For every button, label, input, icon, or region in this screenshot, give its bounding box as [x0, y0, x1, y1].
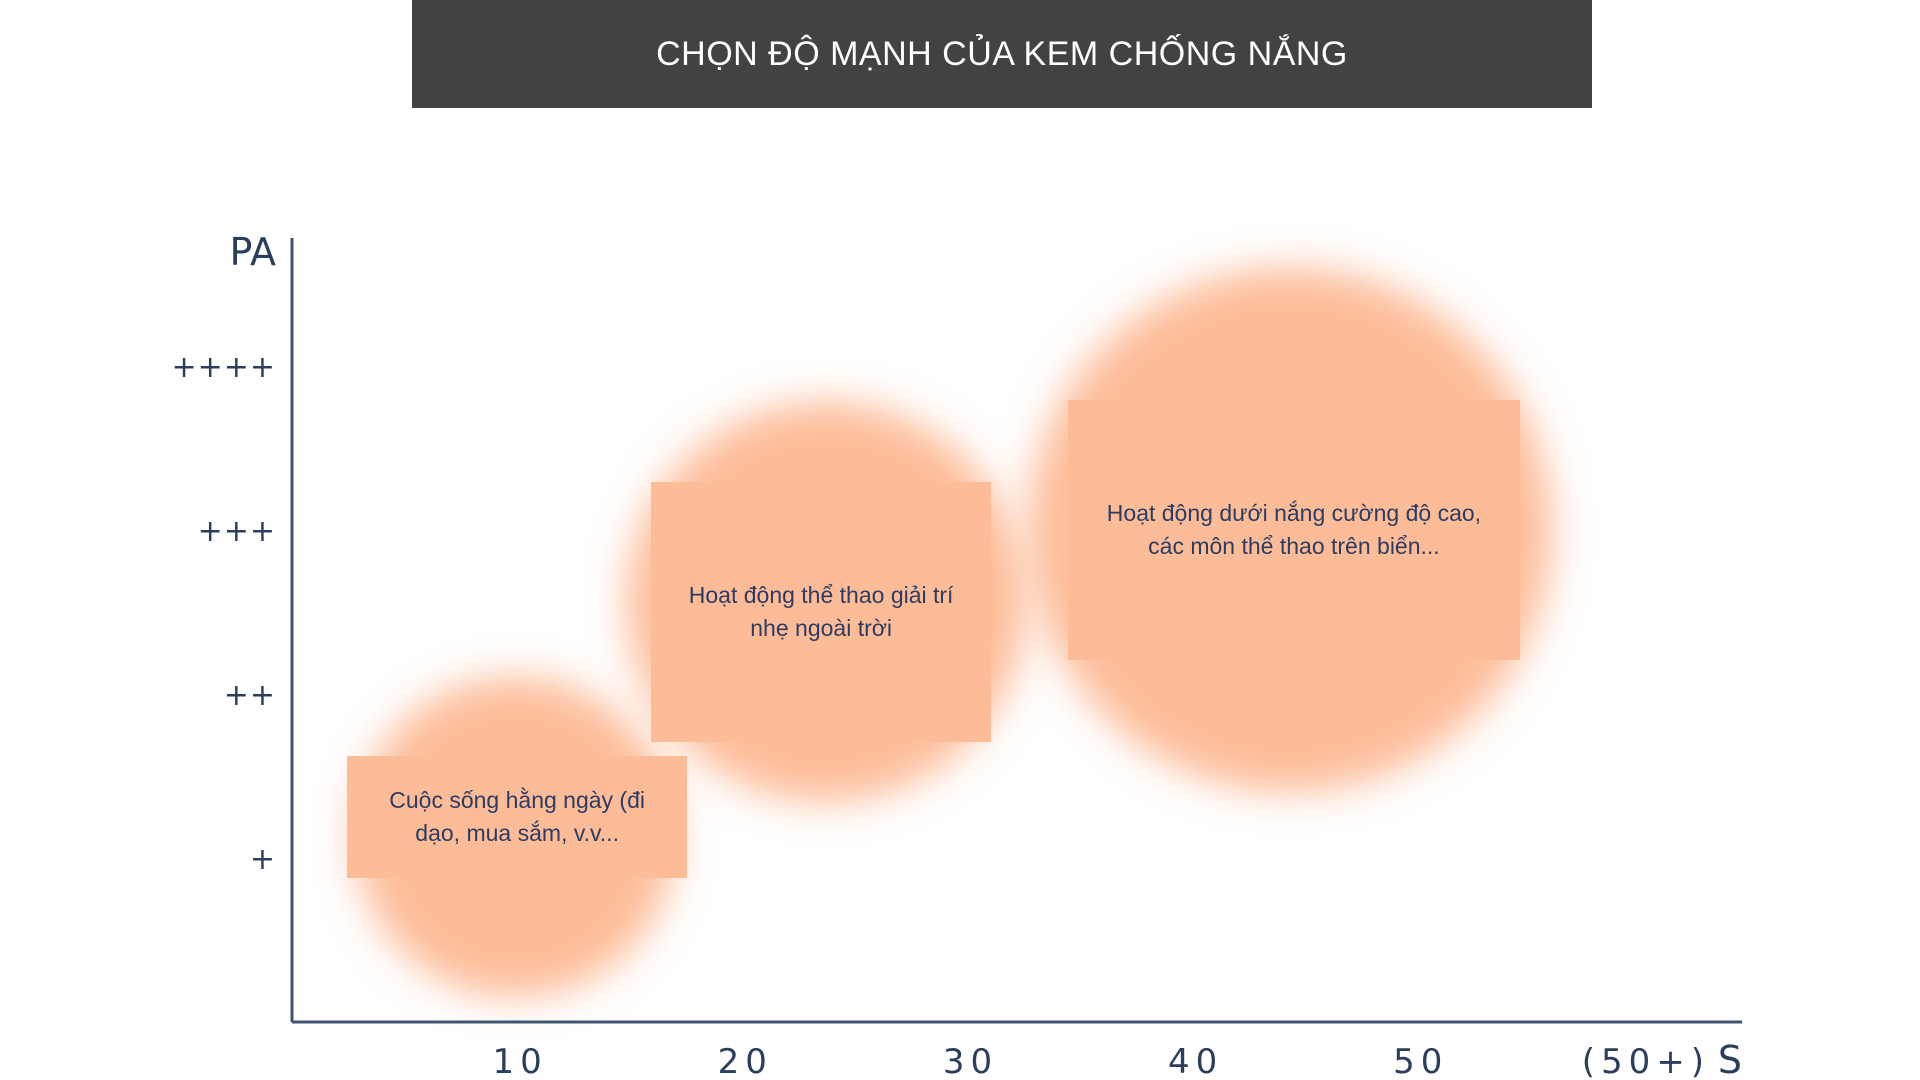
y-axis-label: PA: [230, 230, 276, 274]
y-tick-label: +: [250, 842, 276, 877]
x-axis-label: S: [1718, 1038, 1742, 1080]
x-tick-label: 40: [1168, 1042, 1223, 1080]
x-tick-label: 30: [943, 1042, 998, 1080]
y-tick-labels: ++++++++++: [171, 350, 276, 877]
x-tick-labels: 10 20 30 40 50 (50+): [493, 1042, 1710, 1080]
y-tick-label: +++: [198, 514, 276, 549]
title-bar: CHỌN ĐỘ MẠNH CỦA KEM CHỐNG NẮNG: [412, 0, 1592, 108]
x-tick-label: (50+): [1582, 1042, 1710, 1080]
chart-title: CHỌN ĐỘ MẠNH CỦA KEM CHỐNG NẮNG: [656, 34, 1348, 73]
bubble-label-box: Hoạt động dưới nắng cường độ cao, các mô…: [1067, 400, 1520, 660]
bubble-label-text: Hoạt động thể thao giải trí nhẹ ngoài tr…: [688, 582, 954, 641]
y-tick-label: ++++: [171, 350, 276, 385]
x-tick-label: 10: [493, 1042, 548, 1080]
bubble-label-text: Cuộc sống hằng ngày (đi dạo, mua sắm, v.…: [389, 787, 645, 846]
x-tick-label: 50: [1393, 1042, 1448, 1080]
x-tick-label: 20: [718, 1042, 773, 1080]
bubble-label-text: Hoạt động dưới nắng cường độ cao, các mô…: [1106, 500, 1482, 559]
y-tick-label: ++: [224, 678, 276, 713]
bubble-label-box: Hoạt động thể thao giải trí nhẹ ngoài tr…: [651, 482, 992, 742]
bubble-label-box: Cuộc sống hằng ngày (đi dạo, mua sắm, v.…: [347, 756, 688, 878]
